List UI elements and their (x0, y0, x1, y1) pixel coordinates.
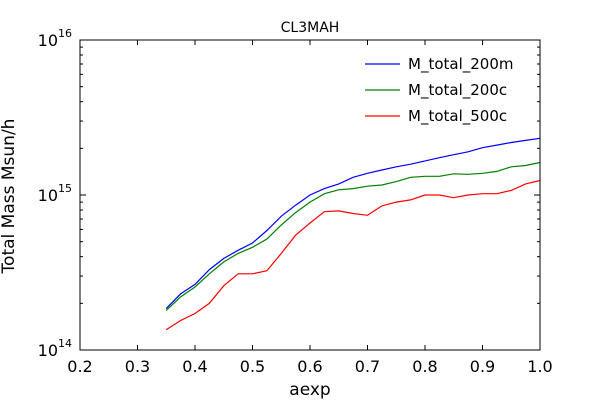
series-line-M_total_200m (165, 137, 541, 310)
axes-layer: 0.2 0.3 0.4 0.5 0.6 0.7 0.8 0.9 1.0 1014 1015 1016 (38, 27, 553, 376)
y-tick-label: 1016 (38, 27, 72, 50)
legend: M_total_200m M_total_200c M_total_500c (365, 55, 513, 126)
x-tick-label: 0.3 (125, 357, 150, 376)
series-line-M_total_500c (165, 179, 541, 331)
x-tick-label: 0.2 (67, 357, 92, 376)
legend-label: M_total_500c (408, 107, 507, 126)
x-tick-label: 0.6 (297, 357, 322, 376)
series-layer (165, 137, 541, 331)
x-tick-label: 0.4 (182, 357, 207, 376)
x-tick-label: 0.5 (240, 357, 265, 376)
legend-label: M_total_200c (408, 81, 507, 100)
x-tick-label: 0.9 (470, 357, 495, 376)
chart-title: CL3MAH (281, 20, 340, 36)
series-line-M_total_200c (165, 161, 541, 311)
x-tick-label: 1.0 (527, 357, 552, 376)
y-tick-label: 1014 (38, 337, 72, 360)
x-tick-label: 0.8 (412, 357, 437, 376)
legend-label: M_total_200m (408, 55, 513, 74)
x-tick-label: 0.7 (355, 357, 380, 376)
x-axis-label: aexp (289, 380, 330, 400)
y-tick-label: 1015 (38, 182, 72, 205)
y-axis-label: Total Mass Msun/h (0, 119, 19, 275)
